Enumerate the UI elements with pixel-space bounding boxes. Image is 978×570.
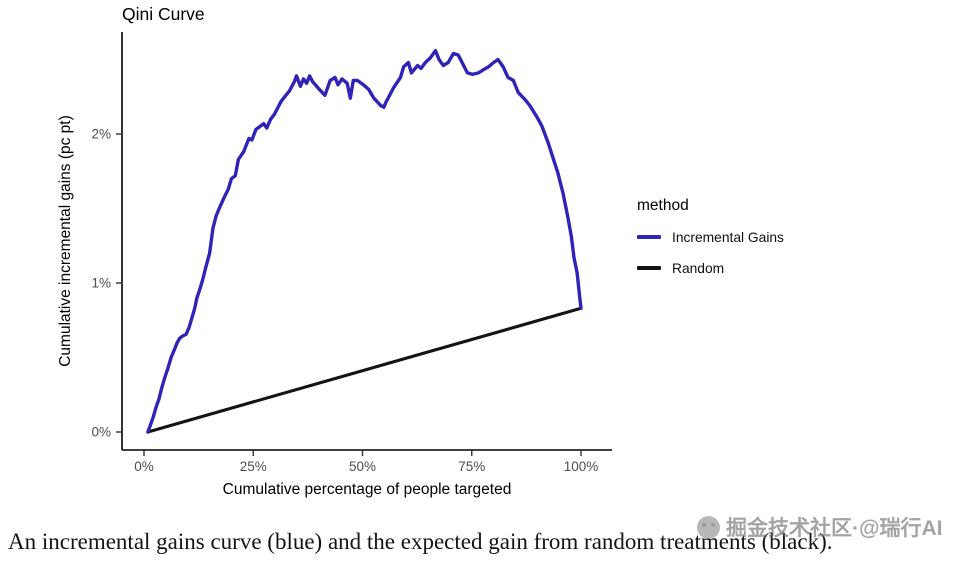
x-tick-label: 100% [564, 459, 599, 474]
y-tick-label: 2% [91, 127, 111, 142]
legend-item-incremental-gains: Incremental Gains [637, 228, 857, 246]
incremental-gains-curve [146, 48, 583, 434]
random-baseline [146, 306, 583, 434]
chart-title: Qini Curve [122, 4, 205, 24]
chart-series [146, 48, 583, 434]
legend-label: Random [672, 260, 725, 276]
y-tick-label: 1% [91, 276, 111, 291]
qini-chart-svg: Qini Curve 0% 25% 50% 75% 100% 0% 1% 2% Cumulat… [57, 4, 612, 498]
random-line-swatch [637, 266, 661, 270]
axis-ticks: 0% 25% 50% 75% 100% 0% 1% 2% [91, 127, 598, 475]
legend: method Incremental Gains Random [637, 197, 857, 277]
incremental-gains-line-swatch [637, 235, 661, 239]
qini-chart: Qini Curve 0% 25% 50% 75% 100% 0% 1% 2% Cumulat… [57, 4, 612, 498]
x-tick-label: 75% [458, 459, 485, 474]
legend-title: method [637, 197, 689, 214]
x-tick-label: 25% [240, 459, 267, 474]
x-tick-label: 50% [349, 459, 376, 474]
y-axis-title: Cumulative incremental gains (pc pt) [57, 115, 74, 367]
legend-label: Incremental Gains [672, 229, 784, 245]
x-axis-title: Cumulative percentage of people targeted [223, 481, 512, 498]
x-tick-label: 0% [134, 459, 154, 474]
figure-caption: An incremental gains curve (blue) and th… [8, 529, 833, 554]
y-tick-label: 0% [91, 425, 111, 440]
legend-item-random: Random [637, 259, 857, 277]
